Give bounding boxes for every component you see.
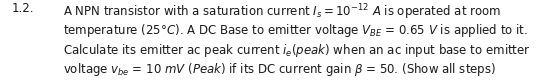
- Text: temperature (25°$\mathit{C}$). A DC Base to emitter voltage $\mathit{V}_{BE}$ = : temperature (25°$\mathit{C}$). A DC Base…: [63, 22, 528, 39]
- Text: voltage $\mathit{v}_{be}$ = 10 $\mathit{mV}$ ($\mathit{Peak}$) if its DC current: voltage $\mathit{v}_{be}$ = 10 $\mathit{…: [63, 61, 496, 78]
- Text: 1.2.: 1.2.: [12, 2, 34, 15]
- Text: Calculate its emitter ac peak current $\mathit{i_e}$($\mathit{peak}$) when an ac: Calculate its emitter ac peak current $\…: [63, 42, 531, 59]
- Text: A NPN transistor with a saturation current $\mathit{I_s} = 10^{-12}\ A$ is opera: A NPN transistor with a saturation curre…: [63, 2, 502, 22]
